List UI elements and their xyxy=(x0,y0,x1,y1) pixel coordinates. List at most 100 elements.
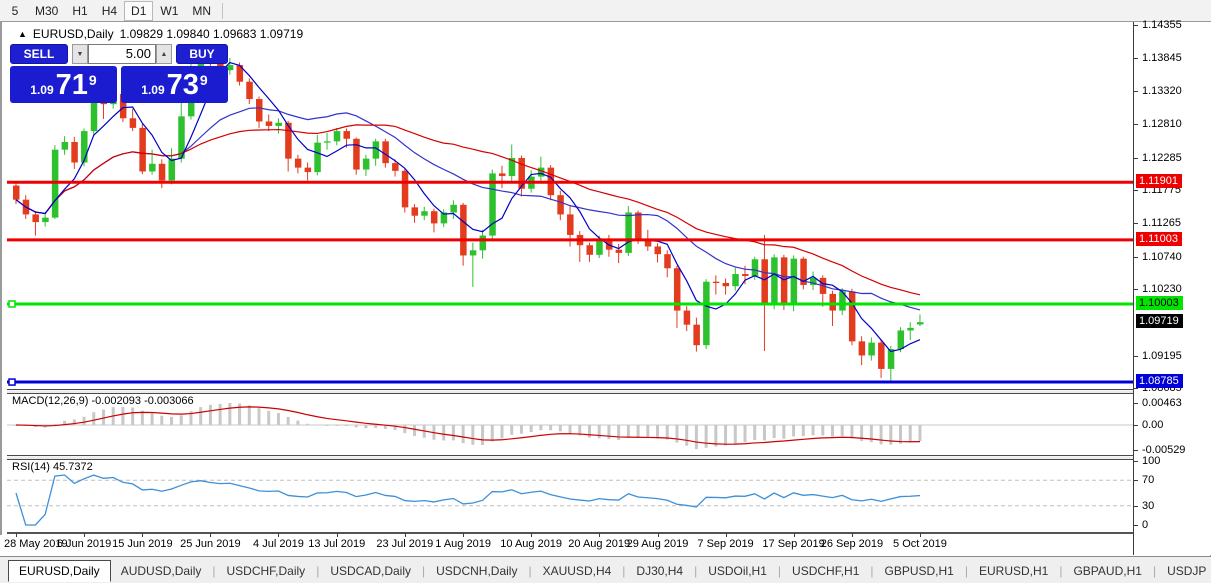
line-handle[interactable] xyxy=(8,300,16,308)
candle-body xyxy=(430,211,438,224)
timeframe-toolbar: 5 M30 H1 H4 D1 W1 MN xyxy=(0,0,1211,22)
macd-histogram-bar xyxy=(860,425,864,442)
time-axis-label: 17 Sep 2019 xyxy=(762,538,825,550)
sell-button[interactable]: SELL xyxy=(10,44,68,64)
candle-body xyxy=(761,259,768,304)
level-price-label: 1.11901 xyxy=(1136,174,1182,189)
candle-body xyxy=(333,131,341,142)
axis-tick xyxy=(1134,124,1138,126)
rsi-axis-label: 30 xyxy=(1142,499,1155,512)
time-axis-label: 26 Sep 2019 xyxy=(820,538,884,550)
panel-splitter xyxy=(7,456,1133,459)
macd-histogram-bar xyxy=(918,425,922,442)
buy-price-button[interactable]: 1.09 73 9 xyxy=(121,66,228,103)
macd-histogram-bar xyxy=(743,425,747,443)
chart-symbol-label: EURUSD,Daily xyxy=(32,27,114,41)
macd-histogram-bar xyxy=(267,410,271,425)
candle-body xyxy=(382,141,389,164)
rsi-axis-label: 0 xyxy=(1142,519,1149,531)
macd-histogram-bar xyxy=(889,425,893,445)
macd-histogram-bar xyxy=(393,425,397,431)
axis-tick xyxy=(1134,403,1138,404)
chart-tab-audusd-daily[interactable]: AUDUSD,Daily xyxy=(120,564,202,578)
timeframe-button-MN[interactable]: MN xyxy=(192,3,212,18)
macd-histogram-bar xyxy=(694,425,698,450)
macd-histogram-bar xyxy=(801,425,805,437)
macd-histogram-bar xyxy=(656,425,660,439)
chart-tab-eurusd-daily[interactable]: EURUSD,Daily xyxy=(8,560,111,582)
price-chart[interactable] xyxy=(7,26,1133,535)
timeframe-button-W1[interactable]: W1 xyxy=(160,3,179,18)
volume-increase-button[interactable]: ▲ xyxy=(156,44,172,64)
level-price-label: 1.10003 xyxy=(1136,295,1183,310)
macd-histogram-bar xyxy=(442,425,446,441)
time-axis-tick xyxy=(851,533,853,537)
volume-input[interactable]: 5.00 xyxy=(88,44,156,64)
line-handle[interactable] xyxy=(8,378,16,386)
price-axis-label: 1.13845 xyxy=(1142,51,1182,64)
chart-tab-usdoil-h1[interactable]: USDOil,H1 xyxy=(708,564,767,578)
price-axis-label: 1.12810 xyxy=(1142,118,1182,131)
candle-body xyxy=(712,281,720,284)
macd-histogram-bar xyxy=(101,409,105,425)
time-axis-label: 25 Jun 2019 xyxy=(180,538,241,550)
candle-body xyxy=(61,141,69,150)
candle-body xyxy=(625,212,632,253)
macd-histogram-bar xyxy=(490,425,494,442)
chart-tab-usdchf-daily[interactable]: USDCHF,Daily xyxy=(226,564,306,578)
macd-histogram-bar xyxy=(286,416,290,425)
macd-histogram-bar xyxy=(92,412,96,425)
volume-decrease-button[interactable]: ▼ xyxy=(72,44,88,64)
macd-histogram-bar xyxy=(753,425,757,440)
sell-price-button[interactable]: 1.09 71 9 xyxy=(10,66,117,103)
buy-button[interactable]: BUY xyxy=(176,44,228,64)
chart-tab-xauusd-h4[interactable]: XAUUSD,H4 xyxy=(542,564,612,578)
buy-price-main: 73 xyxy=(166,69,199,101)
macd-histogram-bar xyxy=(383,425,387,429)
time-axis[interactable]: 28 May 2019 6 Jun 2019 15 Jun 2019 25 Jun 2… xyxy=(0,533,1133,556)
macd-histogram-bar xyxy=(607,425,611,440)
chart-tab-usdcad-daily[interactable]: USDCAD,Daily xyxy=(330,564,411,578)
macd-histogram-bar xyxy=(306,423,310,425)
chart-tab-dj30-h4[interactable]: DJ30,H4 xyxy=(636,564,684,578)
candle-body xyxy=(810,277,817,285)
candle-body xyxy=(683,310,691,325)
candle-body xyxy=(304,167,312,173)
macd-histogram-bar xyxy=(218,403,222,425)
axis-tick xyxy=(1134,525,1138,526)
candle-body xyxy=(440,212,448,224)
price-axis[interactable]: 1.14355 1.13845 1.13320 1.12810 1.12285 1.117… xyxy=(1133,19,1211,555)
candle-body xyxy=(226,65,234,71)
macd-histogram-bar xyxy=(724,425,728,446)
chart-tab-gbpusd-h1[interactable]: GBPUSD,H1 xyxy=(884,564,954,578)
candle-body xyxy=(139,127,146,172)
ma-fast-line xyxy=(15,61,921,353)
timeframe-button-M30[interactable]: M30 xyxy=(35,3,59,18)
candle-body xyxy=(907,327,914,331)
timeframe-button-5[interactable]: 5 xyxy=(11,3,19,18)
macd-histogram-bar xyxy=(578,425,582,436)
time-axis-label: 1 Aug 2019 xyxy=(435,538,491,550)
chart-tab-usdcnh-daily[interactable]: USDCNH,Daily xyxy=(436,564,518,578)
toolbar-separator xyxy=(222,2,224,19)
chart-tab-gbpaud-h1[interactable]: GBPAUD,H1 xyxy=(1073,564,1142,578)
macd-histogram-bar xyxy=(675,425,679,443)
macd-histogram-bar xyxy=(549,425,553,431)
chart-tab-usdjp[interactable]: USDJP xyxy=(1167,564,1207,578)
timeframe-button-H1[interactable]: H1 xyxy=(72,3,88,18)
macd-histogram-bar xyxy=(63,420,67,425)
candle-body xyxy=(848,291,856,342)
tab-separator: | xyxy=(212,564,216,578)
axis-tick xyxy=(1134,157,1138,159)
candle-body xyxy=(236,65,244,82)
collapse-trade-panel-icon[interactable]: ▲ xyxy=(18,29,27,39)
time-axis-label: 15 Jun 2019 xyxy=(112,538,173,550)
timeframe-button-D1[interactable]: D1 xyxy=(124,0,154,21)
timeframe-button-H4[interactable]: H4 xyxy=(101,3,118,18)
level-price-label: 1.08785 xyxy=(1136,374,1183,389)
axis-tick xyxy=(1134,461,1138,462)
chart-tab-usdchf-h1[interactable]: USDCHF,H1 xyxy=(792,564,860,578)
candle-body xyxy=(343,131,350,139)
chart-tab-eurusd-h1[interactable]: EURUSD,H1 xyxy=(978,564,1049,578)
